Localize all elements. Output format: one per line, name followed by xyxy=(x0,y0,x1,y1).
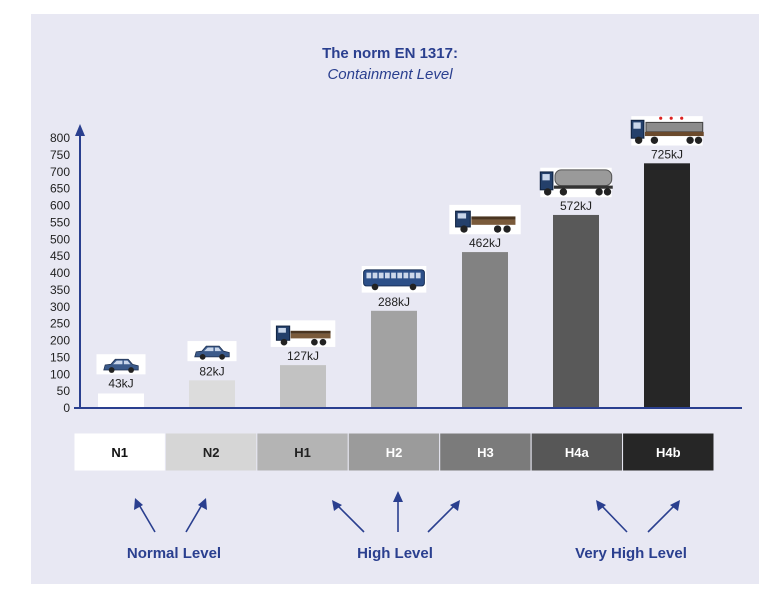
y-tick-label: 750 xyxy=(50,148,70,162)
y-tick-label: 400 xyxy=(50,266,70,280)
bar-n1 xyxy=(98,393,144,408)
y-tick-label: 100 xyxy=(50,367,70,381)
y-tick-label: 350 xyxy=(50,283,70,297)
y-tick-label: 800 xyxy=(50,131,70,145)
level-label-n2: N2 xyxy=(203,445,220,460)
chart-panel xyxy=(31,14,759,584)
value-label-h1: 127kJ xyxy=(287,349,319,363)
group-label-very-high: Very High Level xyxy=(575,545,687,562)
chart-title: The norm EN 1317: xyxy=(322,45,458,62)
y-tick-label: 450 xyxy=(50,249,70,263)
car-icon xyxy=(96,354,146,375)
value-label-h2: 288kJ xyxy=(378,295,410,309)
y-tick-label: 550 xyxy=(50,215,70,229)
level-label-h3: H3 xyxy=(477,445,494,460)
group-arrows xyxy=(134,491,680,533)
level-cell-h4a xyxy=(530,432,624,472)
y-tick-label: 0 xyxy=(63,401,70,415)
y-tick-label: 150 xyxy=(50,350,70,364)
y-tick-label: 700 xyxy=(50,165,70,179)
level-cell-n2 xyxy=(164,432,258,472)
arrow-icon xyxy=(185,498,207,533)
y-tick-label: 650 xyxy=(50,182,70,196)
value-label-h3: 462kJ xyxy=(469,236,501,250)
bar-h1 xyxy=(280,365,326,408)
articulated-truck-icon xyxy=(630,116,704,146)
bus-icon xyxy=(361,266,427,293)
arrow-icon xyxy=(134,498,156,533)
truck-icon xyxy=(270,320,336,347)
y-axis-arrow xyxy=(75,124,85,136)
level-cell-h3 xyxy=(439,432,532,472)
arrow-icon xyxy=(647,500,680,533)
level-cell-h1 xyxy=(256,432,349,472)
level-label-h4b: H4b xyxy=(656,445,681,460)
level-label-h1: H1 xyxy=(294,445,311,460)
y-tick-label: 50 xyxy=(57,384,71,398)
y-tick-label: 500 xyxy=(50,232,70,246)
bar-h3 xyxy=(462,252,508,408)
tanker-truck-icon xyxy=(539,167,613,198)
level-label-n1: N1 xyxy=(111,445,128,460)
arrow-icon xyxy=(427,500,460,533)
value-label-n1: 43kJ xyxy=(108,376,133,390)
y-tick-label: 200 xyxy=(50,334,70,348)
y-tick-label: 300 xyxy=(50,300,70,314)
level-cell-h2 xyxy=(347,432,441,472)
bar-h4b xyxy=(644,163,690,408)
group-label-normal: Normal Level xyxy=(127,545,221,562)
group-label-high: High Level xyxy=(357,545,433,562)
car-icon xyxy=(187,341,237,362)
y-tick-label: 600 xyxy=(50,199,70,213)
y-tick-label: 250 xyxy=(50,317,70,331)
value-label-n2: 82kJ xyxy=(199,364,224,378)
bar-h2 xyxy=(371,310,417,408)
chart-subtitle: Containment Level xyxy=(327,66,453,83)
bar-h4a xyxy=(553,214,599,408)
level-cell-h4b xyxy=(622,432,715,472)
bar-n2 xyxy=(189,380,235,408)
value-label-h4b: 725kJ xyxy=(651,147,683,161)
arrow-icon xyxy=(332,500,365,533)
value-label-h4a: 572kJ xyxy=(560,199,592,213)
arrow-icon xyxy=(596,500,628,533)
level-label-h4a: H4a xyxy=(565,445,590,460)
arrow-icon xyxy=(393,491,403,532)
level-label-h2: H2 xyxy=(386,445,403,460)
truck-icon xyxy=(449,204,521,235)
